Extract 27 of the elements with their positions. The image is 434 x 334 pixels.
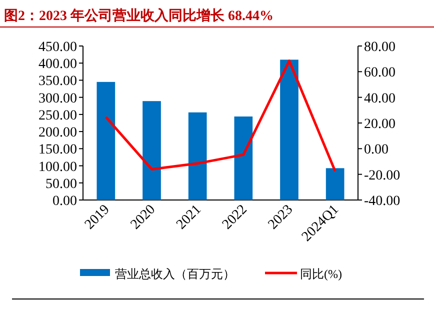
y2-tick-label: -40.00 (364, 194, 400, 209)
y-tick-label: 150.00 (38, 142, 77, 158)
y-tick-label: 250.00 (38, 108, 77, 124)
y-tick-label: 450.00 (38, 40, 77, 55)
bar (280, 60, 298, 200)
bar (96, 82, 116, 200)
y-tick-label: 350.00 (38, 74, 77, 90)
y2-tick-label: 80.00 (364, 40, 396, 55)
y-tick-label: 300.00 (38, 91, 77, 106)
chart-title: 图2：2023 年公司营业收入同比增长 68.44% (4, 8, 274, 24)
line-series (104, 60, 336, 172)
y-tick-label: 400.00 (38, 57, 77, 72)
y2-tick-label: 0.00 (364, 142, 388, 158)
y-tick-label: 100.00 (38, 160, 77, 175)
y-tick-label: 0.00 (52, 194, 77, 209)
legend-label: 同比(%) (300, 267, 342, 281)
legend-label: 营业总收入（百万元） (115, 267, 235, 281)
bar (142, 101, 161, 200)
y2-tick-label: 20.00 (364, 117, 396, 132)
y-tick-label: 50.00 (46, 176, 77, 192)
y2-tick-label: 40.00 (364, 91, 396, 106)
bar (326, 168, 344, 200)
bar (188, 112, 207, 200)
bar (234, 116, 253, 200)
y2-tick-label: -20.00 (364, 168, 400, 184)
y2-tick-label: 60.00 (364, 66, 396, 81)
y-tick-label: 200.00 (38, 126, 77, 141)
